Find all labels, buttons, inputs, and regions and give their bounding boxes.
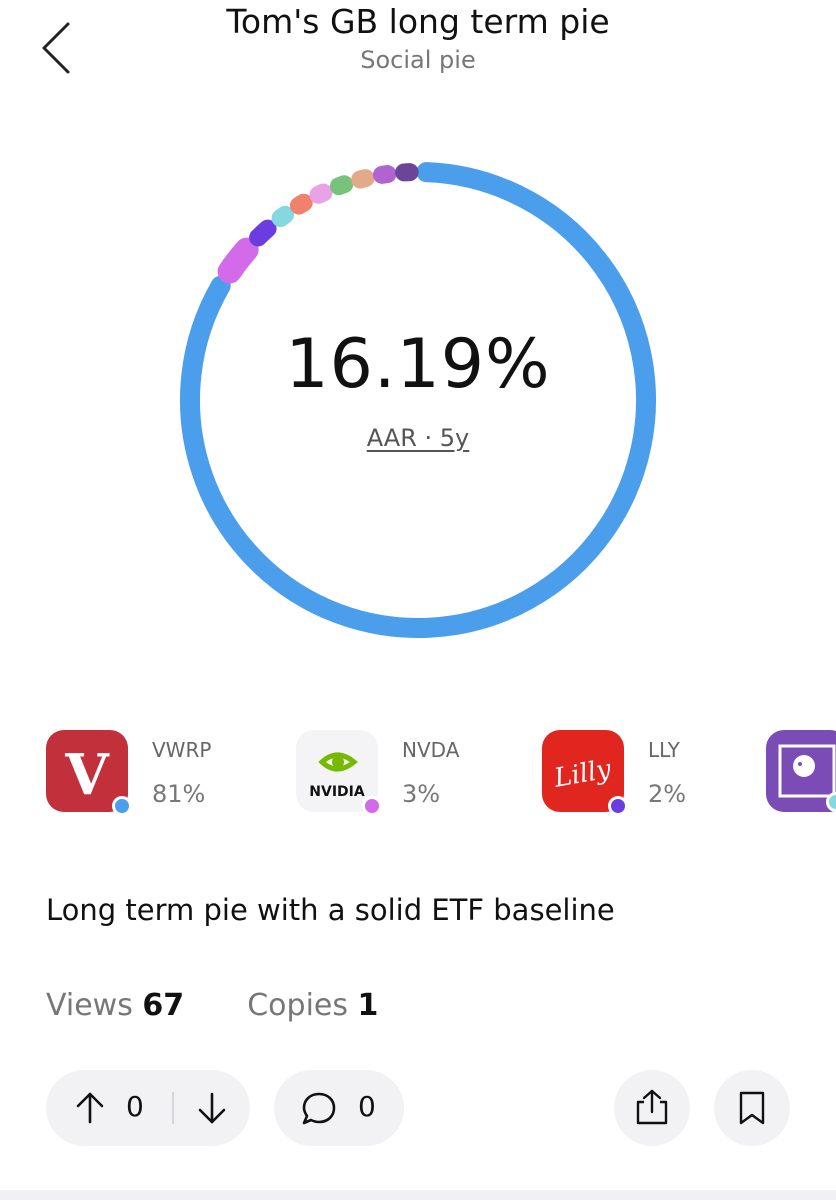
donut-slice-1[interactable] [217,237,259,284]
vote-control: 0 [46,1070,250,1146]
lilly-logo-icon: Lilly [542,730,628,816]
share-icon [636,1089,668,1125]
bookmark-button[interactable] [714,1070,790,1146]
svg-text:Lilly: Lilly [551,754,614,794]
donut-slice-7[interactable] [351,169,375,189]
holding-lly[interactable]: Lilly LLY 2% [542,730,772,816]
arrow-up-icon[interactable] [72,1090,108,1126]
copies-count: 1 [357,988,379,1023]
vote-count: 0 [126,1090,144,1123]
comment-bubble-icon [302,1092,336,1125]
nvidia-logo-icon: NVIDIA [296,730,382,816]
bookmark-icon [739,1091,765,1125]
svg-text:NVIDIA: NVIDIA [309,784,365,800]
aar-period-link[interactable]: AAR · 5y [366,424,470,452]
arrow-down-icon[interactable] [194,1090,230,1126]
svg-text:V: V [64,742,110,808]
vanguard-logo-icon: V [46,730,132,816]
page-subtitle: Social pie [360,46,476,74]
donut-slice-5[interactable] [309,183,333,204]
holding-weight: 81% [152,780,206,808]
holding-weight: 2% [648,780,687,808]
donut-slice-0[interactable] [180,162,656,638]
holding-ddog[interactable] [766,730,836,814]
pie-description: Long term pie with a solid ETF baseline [46,893,615,927]
donut-slice-8[interactable] [372,165,397,184]
chevron-left-icon [42,22,70,74]
aar-period-label[interactable]: AAR · 5y [0,424,836,452]
holding-vwrp[interactable]: V VWRP 81% [46,730,276,816]
donut-slice-3[interactable] [271,205,295,228]
donut-slice-2[interactable] [249,219,277,247]
slice-color-dot [826,792,836,812]
bottom-bar [0,1190,836,1200]
page-title: Tom's GB long term pie [226,2,610,41]
copies-label: Copies [247,988,348,1023]
aar-value: 16.19% [285,325,551,404]
donut-slice-6[interactable] [329,175,354,196]
holding-nvda[interactable]: NVIDIA NVDA 3% [296,730,526,816]
donut-slice-4[interactable] [289,193,313,215]
slice-color-dot [112,796,132,816]
datadog-logo-icon [766,730,836,812]
share-button[interactable] [614,1070,690,1146]
comment-count: 0 [358,1090,376,1123]
back-button[interactable] [30,18,90,78]
slice-color-dot [608,796,628,816]
views-count: 67 [142,988,185,1023]
holding-ticker: NVDA [402,738,460,762]
holding-ticker: LLY [648,738,680,762]
comments-button[interactable]: 0 [274,1070,404,1146]
allocation-donut-chart[interactable] [0,110,836,670]
holding-ticker: VWRP [152,738,212,762]
views-label: Views [46,988,133,1023]
pie-stats: Views 67 Copies 1 [46,988,378,1023]
holding-weight: 3% [402,780,441,808]
vote-divider [172,1092,174,1124]
slice-color-dot [362,796,382,816]
